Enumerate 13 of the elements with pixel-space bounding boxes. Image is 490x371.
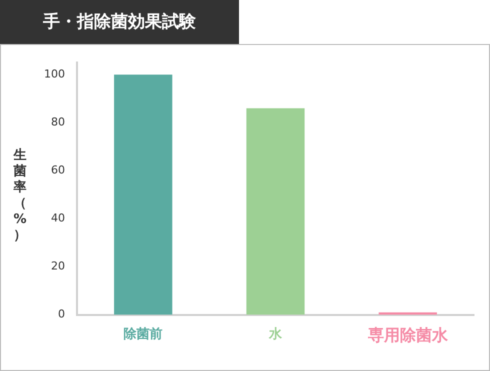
x-tick-label: 除菌前 bbox=[124, 326, 163, 342]
x-tick-label: 専用除菌水 bbox=[366, 326, 449, 345]
chart-title: 手・指除菌効果試験 bbox=[0, 0, 239, 44]
y-axis-title: 生菌率（%） bbox=[12, 148, 28, 244]
y-tick-label: 100 bbox=[44, 67, 65, 80]
bar bbox=[114, 74, 172, 315]
y-tick-label: 60 bbox=[50, 164, 65, 177]
y-tick-label: 0 bbox=[58, 308, 65, 321]
y-tick-label: 20 bbox=[50, 260, 65, 273]
bar bbox=[246, 108, 305, 315]
x-tick-label: 水 bbox=[268, 326, 283, 342]
y-tick-label: 80 bbox=[50, 116, 65, 129]
y-tick-label: 40 bbox=[50, 212, 65, 225]
